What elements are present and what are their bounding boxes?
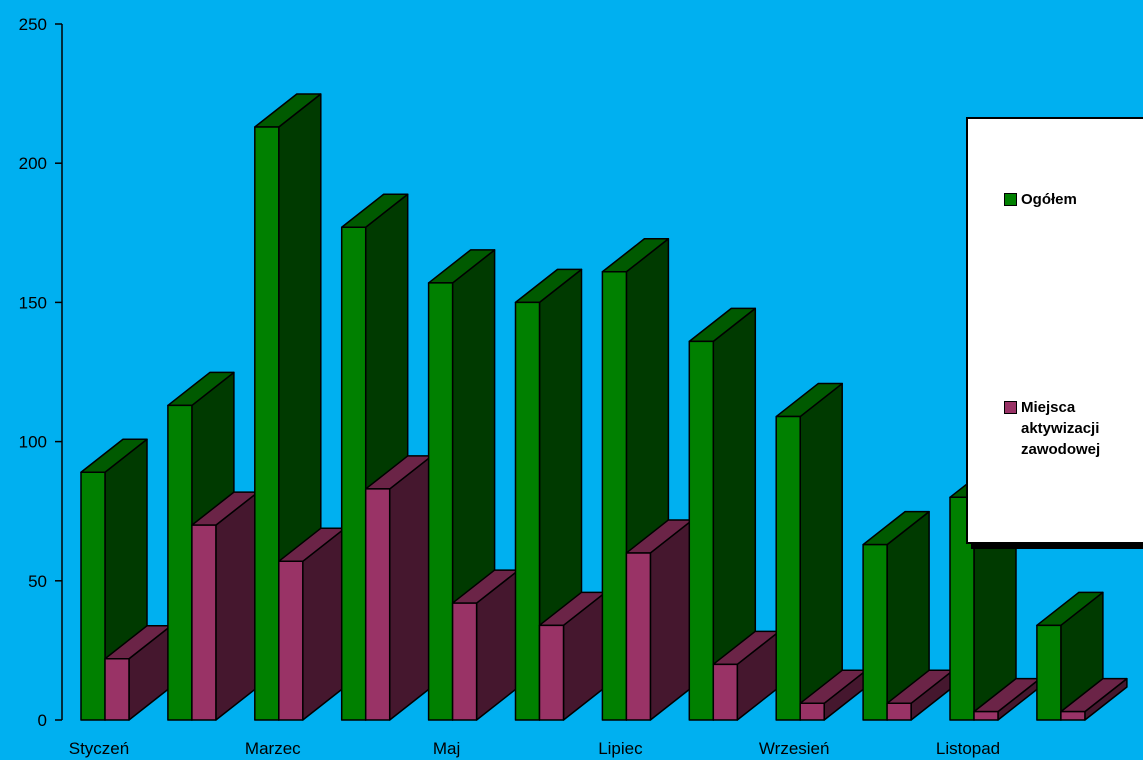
bar-miejsca-aktywizacji-zawodowej-listopad [973, 677, 1041, 721]
x-tick-label-lipiec: Lipiec [598, 739, 643, 758]
bar-front [601, 271, 628, 721]
bar-miejsca-aktywizacji-zawodowej-luty [191, 491, 259, 721]
bar-front [1060, 710, 1086, 721]
legend-swatch-miejsca [1004, 401, 1017, 414]
bar-front [364, 488, 391, 721]
bar-front [451, 602, 478, 721]
bar-front [625, 552, 652, 721]
bar-miejsca-aktywizacji-zawodowej-grudzien [1060, 677, 1128, 721]
bar-front [104, 658, 130, 721]
bar-ogolem-wrzesien [775, 382, 843, 721]
bar-front [80, 471, 106, 721]
bar-front [340, 226, 367, 721]
bar-side [215, 491, 259, 721]
bar-miejsca-aktywizacji-zawodowej-sierpien [712, 630, 781, 721]
legend-item-ogolem: Ogółem [1004, 189, 1126, 210]
bar-front [973, 710, 999, 721]
x-tick-label-listopad: Listopad [936, 739, 1000, 758]
bar-miejsca-aktywizacji-zawodowej-styczen [104, 625, 172, 721]
bar-front [712, 663, 739, 721]
x-tick-label-styczen: Styczeń [69, 739, 129, 758]
y-tick-label-50: 50 [28, 572, 47, 591]
x-tick-label-maj: Maj [433, 739, 460, 758]
bar-ogolem-sierpien [688, 307, 757, 721]
x-tick-label-wrzesien: Wrzesień [759, 739, 830, 758]
bar-front [538, 624, 565, 721]
bar-front [799, 702, 825, 721]
y-tick-label-200: 200 [19, 154, 47, 173]
bar-side [649, 519, 694, 721]
bar-front [514, 301, 541, 721]
bar-miejsca-aktywizacji-zawodowej-marzec [278, 527, 346, 721]
bar-front [862, 543, 888, 721]
bar-front [427, 282, 454, 721]
bar-miejsca-aktywizacji-zawodowej-maj [451, 569, 520, 721]
y-tick-label-0: 0 [38, 711, 47, 730]
x-tick-label-marzec: Marzec [245, 739, 301, 758]
bar-front [167, 404, 193, 721]
legend: Ogółem Miejsca aktywizacji zawodowej [966, 117, 1143, 544]
bar-miejsca-aktywizacji-zawodowej-czerwiec [538, 591, 607, 721]
bar-front [775, 415, 801, 721]
y-tick-label-100: 100 [19, 433, 47, 452]
bar-front [278, 560, 304, 721]
bar-front [1036, 624, 1062, 721]
bar-front [254, 126, 280, 721]
bar-side [799, 382, 843, 721]
bar-side [388, 455, 433, 721]
legend-item-miejsca: Miejsca aktywizacji zawodowej [1004, 397, 1126, 460]
bar-front [886, 702, 912, 721]
bar-miejsca-aktywizacji-zawodowej-pazdziernik [886, 669, 954, 721]
bar-front [688, 340, 715, 721]
legend-label-miejsca: Miejsca aktywizacji zawodowej [1021, 399, 1101, 458]
bar-ogolem-pazdziernik [862, 510, 930, 721]
bar-miejsca-aktywizacji-zawodowej-kwiecien [364, 455, 433, 721]
legend-swatch-ogolem [1004, 193, 1017, 206]
y-tick-label-150: 150 [19, 293, 47, 312]
bar-front [191, 524, 217, 721]
bar-miejsca-aktywizacji-zawodowej-lipiec [625, 519, 694, 721]
y-tick-label-250: 250 [19, 15, 47, 34]
legend-label-ogolem: Ogółem [1021, 191, 1077, 208]
